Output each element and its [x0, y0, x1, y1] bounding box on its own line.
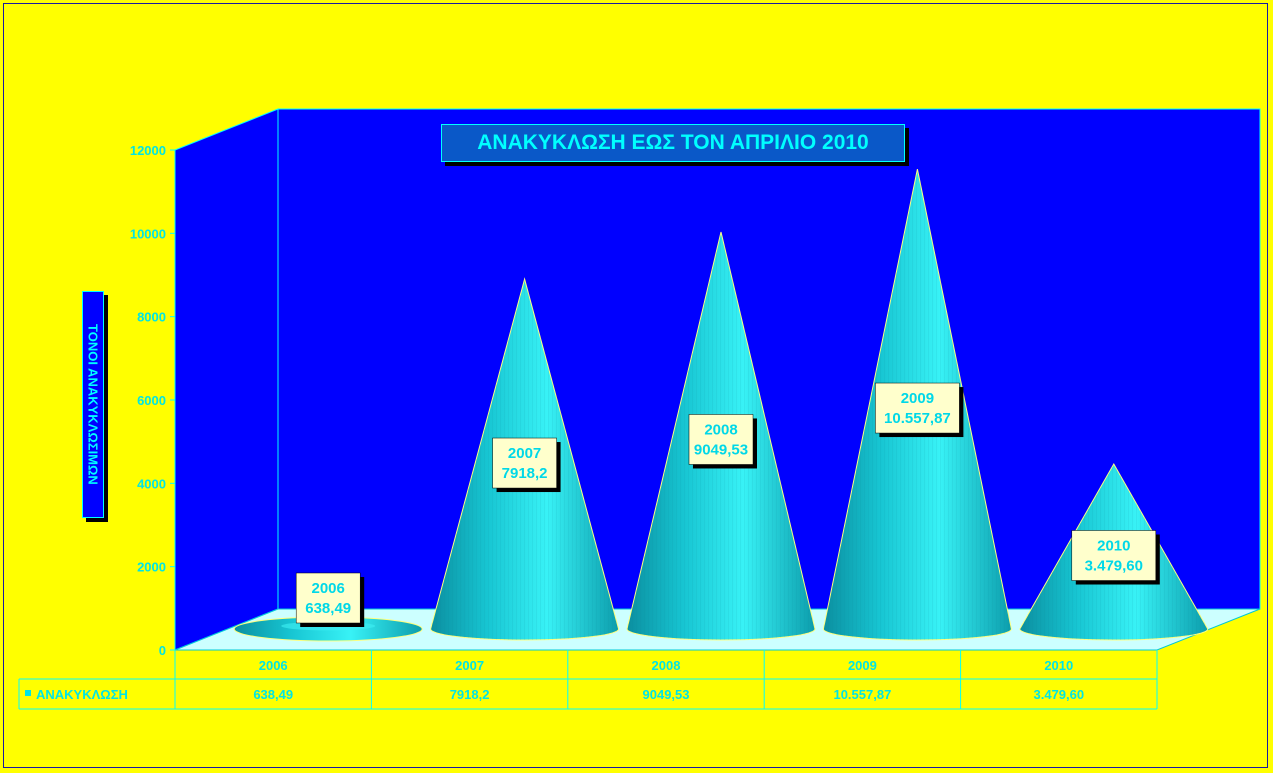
data-label-2007: 2007 7918,2 [492, 437, 561, 493]
table-header-cell: 2010 [1044, 658, 1073, 673]
y-tick-label: 4000 [137, 476, 166, 491]
y-axis-label-box: ΤΟΝΟΙ ΑΝΑΚΥΚΛΩΣΙΜΩΝ [82, 291, 104, 518]
chart-area: 0 2000 4000 6000 8000 10000 12000 2006 638,49 20… [3, 3, 1268, 768]
y-axis: 0 2000 4000 6000 8000 10000 12000 [130, 143, 175, 658]
label-box [295, 572, 361, 624]
y-tick-label: 12000 [130, 143, 166, 158]
table-value-cell: 9049,53 [643, 687, 690, 702]
y-tick-label: 10000 [130, 226, 166, 241]
label-category: 2007 [508, 445, 541, 462]
left-wall [174, 108, 279, 651]
label-value: 7918,2 [502, 465, 548, 482]
y-tick-label: 8000 [137, 310, 166, 325]
table-header-cell: 2008 [652, 658, 681, 673]
label-value: 9049,53 [694, 441, 748, 458]
table-header-cell: 2006 [259, 658, 288, 673]
data-label-2006: 2006 638,49 [295, 572, 365, 627]
data-labels-layer: 2006 638,49 2007 7918,2 2008 9049,53 2009 10.55… [295, 382, 1160, 627]
label-box [875, 382, 960, 434]
label-category: 2010 [1097, 538, 1130, 555]
legend-series-name: ΑΝΑΚΥΚΛΩΣΗ [36, 687, 128, 702]
label-category: 2008 [704, 421, 737, 438]
y-tick-label: 2000 [137, 560, 166, 575]
data-label-2008: 2008 9049,53 [688, 414, 757, 469]
label-value: 10.557,87 [884, 410, 951, 427]
chart-title-box: ΑΝΑΚΥΚΛΩΣΗ ΕΩΣ ΤΟΝ ΑΠΡΙΛΙΟ 2010 [441, 124, 905, 162]
label-box [492, 437, 557, 489]
label-value: 638,49 [305, 600, 351, 617]
table-value-cell: 10.557,87 [833, 687, 891, 702]
label-value: 3.479,60 [1085, 558, 1143, 575]
table-value-cell: 638,49 [253, 687, 293, 702]
label-category: 2009 [901, 390, 934, 407]
y-tick-label: 6000 [137, 393, 166, 408]
label-box [1071, 530, 1157, 581]
table-header-cell: 2007 [455, 658, 484, 673]
chart-title: ΑΝΑΚΥΚΛΩΣΗ ΕΩΣ ΤΟΝ ΑΠΡΙΛΙΟ 2010 [477, 131, 869, 154]
table-value-cell: 7918,2 [450, 687, 490, 702]
legend-key [25, 690, 31, 696]
label-box [688, 414, 754, 465]
y-tick-label: 0 [159, 643, 166, 658]
data-label-2009: 2009 10.557,87 [875, 382, 964, 438]
data-label-2010: 2010 3.479,60 [1071, 530, 1160, 585]
data-table: 2006 638,49 2007 7918,2 2008 9049,53 2009 10.55… [18, 650, 1158, 710]
table-value-cell: 3.479,60 [1033, 687, 1084, 702]
label-category: 2006 [312, 580, 345, 597]
y-axis-label: ΤΟΝΟΙ ΑΝΑΚΥΚΛΩΣΙΜΩΝ [85, 324, 101, 485]
table-header-cell: 2009 [848, 658, 877, 673]
